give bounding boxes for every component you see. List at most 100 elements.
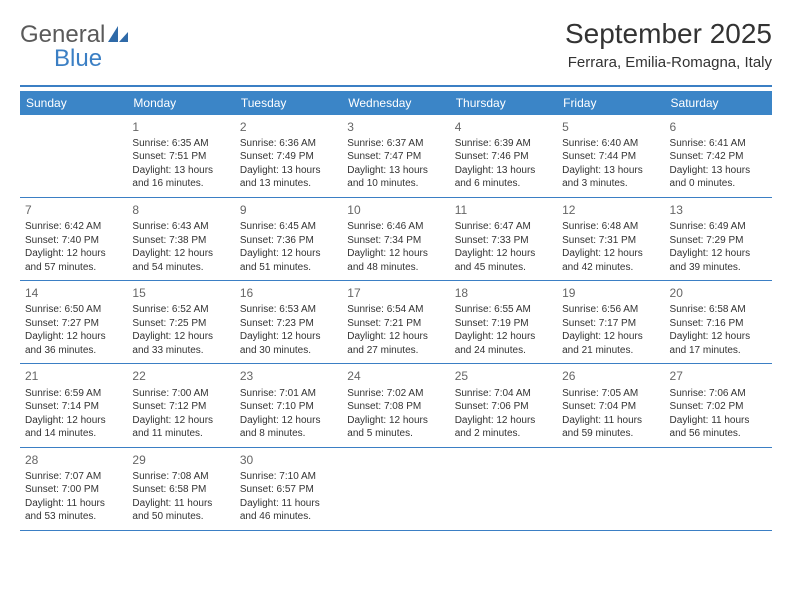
day-sunrise: Sunrise: 6:46 AM (347, 220, 444, 234)
day-cell: 24Sunrise: 7:02 AMSunset: 7:08 PMDayligh… (342, 364, 449, 446)
day-number: 17 (347, 285, 444, 301)
day-cell: 23 Sunrise: 7:01 AMSunset: 7:10 PMDayligh… (235, 364, 342, 446)
day-daylight: Daylight: 12 hours and 8 minutes. (240, 414, 337, 441)
day-daylight: Daylight: 12 hours and 51 minutes. (240, 247, 337, 274)
day-cell: 28Sunrise: 7:07 AMSunset: 7:00 PMDayligh… (20, 448, 127, 530)
weeks-container: . 1Sunrise: 6:35 AMSunset: 7:51 PMDayligh… (20, 115, 772, 531)
day-number: 9 (240, 202, 337, 218)
day-daylight: Daylight: 11 hours and 50 minutes. (132, 497, 229, 524)
day-sunset: Sunset: 7:44 PM (562, 150, 659, 164)
logo-word1: General (20, 21, 105, 48)
day-number: 1 (132, 119, 229, 135)
day-sunset: Sunset: 7:34 PM (347, 234, 444, 248)
day-sunrise: Sunrise: 6:59 AM (25, 387, 122, 401)
day-sunset: Sunset: 7:10 PM (240, 400, 337, 414)
day-daylight: Daylight: 13 hours and 13 minutes. (240, 164, 337, 191)
day-sunset: Sunset: 7:08 PM (347, 400, 444, 414)
week-row: 7 Sunrise: 6:42 AMSunset: 7:40 PM Daylight… (20, 198, 772, 281)
day-sunrise: Sunrise: 6:48 AM (562, 220, 659, 234)
page-subtitle: Ferrara, Emilia-Romagna, Italy (565, 54, 772, 71)
day-number: 27 (670, 368, 767, 384)
day-number: 19 (562, 285, 659, 301)
title-block: September 2025 Ferrara, Emilia-Romagna, … (565, 18, 772, 71)
day-sunset: Sunset: 7:51 PM (132, 150, 229, 164)
day-sunset: Sunset: 7:06 PM (455, 400, 552, 414)
day-sunrise: Sunrise: 6:37 AM (347, 137, 444, 151)
day-daylight: Daylight: 11 hours and 53 minutes. (25, 497, 122, 524)
day-sunset: Sunset: 7:47 PM (347, 150, 444, 164)
day-number: 2 (240, 119, 337, 135)
day-cell: 4Sunrise: 6:39 AMSunset: 7:46 PMDaylight… (450, 115, 557, 197)
day-sunrise: Sunrise: 7:01 AM (240, 387, 337, 401)
day-sunset: Sunset: 7:21 PM (347, 317, 444, 331)
weekday-wednesday: Wednesday (342, 91, 449, 115)
day-number: 28 (25, 452, 122, 468)
day-sunrise: Sunrise: 7:08 AM (132, 470, 229, 484)
day-number: 10 (347, 202, 444, 218)
logo-text: General Blue (20, 22, 129, 73)
day-cell: 25Sunrise: 7:04 AMSunset: 7:06 PMDayligh… (450, 364, 557, 446)
day-sunrise: Sunrise: 6:52 AM (132, 303, 229, 317)
day-sunset: Sunset: 6:58 PM (132, 483, 229, 497)
day-cell: 11Sunrise: 6:47 AMSunset: 7:33 PMDayligh… (450, 198, 557, 280)
day-sunset: Sunset: 7:40 PM (25, 234, 122, 248)
day-cell: 15 Sunrise: 6:52 AMSunset: 7:25 PMDayligh… (127, 281, 234, 363)
day-sunset: Sunset: 7:33 PM (455, 234, 552, 248)
day-sunrise: Sunrise: 7:07 AM (25, 470, 122, 484)
weekday-tuesday: Tuesday (235, 91, 342, 115)
day-number: 4 (455, 119, 552, 135)
day-number: 15 (132, 285, 229, 301)
day-cell: 22Sunrise: 7:00 AMSunset: 7:12 PMDayligh… (127, 364, 234, 446)
logo-sail-icon (107, 24, 129, 50)
day-number: 23 (240, 368, 337, 384)
day-sunrise: Sunrise: 7:10 AM (240, 470, 337, 484)
day-sunrise: Sunrise: 6:49 AM (670, 220, 767, 234)
day-number: 7 (25, 202, 122, 218)
day-sunset: Sunset: 7:36 PM (240, 234, 337, 248)
day-sunrise: Sunrise: 6:43 AM (132, 220, 229, 234)
day-daylight: Daylight: 11 hours and 59 minutes. (562, 414, 659, 441)
day-sunrise: Sunrise: 7:00 AM (132, 387, 229, 401)
day-cell: 21Sunrise: 6:59 AMSunset: 7:14 PMDayligh… (20, 364, 127, 446)
day-cell: 6Sunrise: 6:41 AMSunset: 7:42 PMDaylight… (665, 115, 772, 197)
day-daylight: Daylight: 12 hours and 11 minutes. (132, 414, 229, 441)
weekday-saturday: Saturday (665, 91, 772, 115)
day-sunrise: Sunrise: 7:06 AM (670, 387, 767, 401)
day-cell: 7Sunrise: 6:42 AMSunset: 7:40 PMDaylight… (20, 198, 127, 280)
day-sunset: Sunset: 7:23 PM (240, 317, 337, 331)
day-sunrise: Sunrise: 6:42 AM (25, 220, 122, 234)
day-number: 5 (562, 119, 659, 135)
day-daylight: Daylight: 12 hours and 33 minutes. (132, 330, 229, 357)
day-daylight: Daylight: 13 hours and 10 minutes. (347, 164, 444, 191)
day-number: 6 (670, 119, 767, 135)
day-sunset: Sunset: 7:14 PM (25, 400, 122, 414)
day-number: 8 (132, 202, 229, 218)
day-number: 18 (455, 285, 552, 301)
day-daylight: Daylight: 12 hours and 21 minutes. (562, 330, 659, 357)
day-sunrise: Sunrise: 6:55 AM (455, 303, 552, 317)
day-sunset: Sunset: 7:25 PM (132, 317, 229, 331)
day-sunset: Sunset: 7:42 PM (670, 150, 767, 164)
day-sunrise: Sunrise: 6:41 AM (670, 137, 767, 151)
day-daylight: Daylight: 11 hours and 46 minutes. (240, 497, 337, 524)
day-cell: . (557, 448, 664, 530)
day-sunrise: Sunrise: 6:40 AM (562, 137, 659, 151)
day-sunrise: Sunrise: 6:58 AM (670, 303, 767, 317)
day-number: 29 (132, 452, 229, 468)
day-daylight: Daylight: 12 hours and 17 minutes. (670, 330, 767, 357)
day-number: 16 (240, 285, 337, 301)
day-cell: 26Sunrise: 7:05 AMSunset: 7:04 PMDayligh… (557, 364, 664, 446)
week-row: 21Sunrise: 6:59 AMSunset: 7:14 PMDayligh… (20, 364, 772, 447)
day-cell: 17Sunrise: 6:54 AMSunset: 7:21 PMDayligh… (342, 281, 449, 363)
day-cell: 10Sunrise: 6:46 AMSunset: 7:34 PMDayligh… (342, 198, 449, 280)
day-number: 25 (455, 368, 552, 384)
day-cell: 1Sunrise: 6:35 AMSunset: 7:51 PMDaylight… (127, 115, 234, 197)
day-sunset: Sunset: 7:46 PM (455, 150, 552, 164)
day-sunrise: Sunrise: 7:05 AM (562, 387, 659, 401)
day-cell: 5Sunrise: 6:40 AMSunset: 7:44 PMDaylight… (557, 115, 664, 197)
day-cell: 3Sunrise: 6:37 AMSunset: 7:47 PMDaylight… (342, 115, 449, 197)
weekday-friday: Friday (557, 91, 664, 115)
day-cell: 29 Sunrise: 7:08 AMSunset: 6:58 PMDayligh… (127, 448, 234, 530)
day-daylight: Daylight: 12 hours and 27 minutes. (347, 330, 444, 357)
day-cell: 27Sunrise: 7:06 AMSunset: 7:02 PMDayligh… (665, 364, 772, 446)
